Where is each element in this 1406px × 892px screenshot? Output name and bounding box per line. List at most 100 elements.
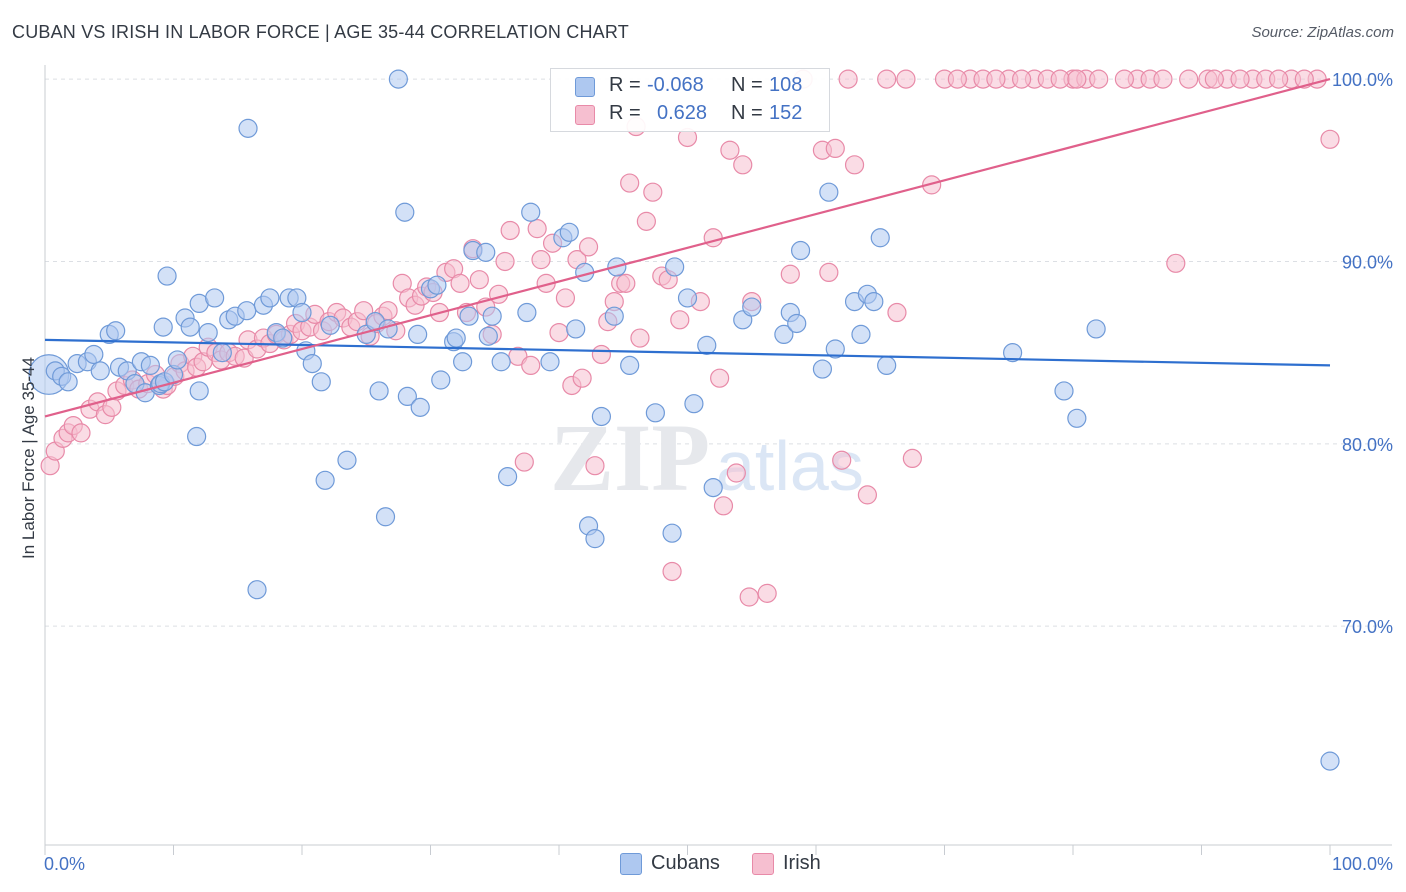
irish-point (713, 496, 734, 516)
irish-point (780, 264, 800, 284)
x-tick-label: 100.0% (1332, 854, 1393, 874)
irish-point (844, 155, 865, 175)
cubans-point (812, 359, 833, 379)
cubans-point (819, 182, 839, 202)
cubans-point (198, 322, 218, 343)
irish-point (572, 368, 592, 388)
cubans-point (478, 326, 498, 346)
cubans-point (459, 306, 479, 326)
irish-point (1011, 69, 1032, 89)
tick-labels: 70.0% 80.0% 90.0% 100.0% 0.0% 100.0% (44, 70, 1393, 874)
cubans-point (1054, 381, 1074, 401)
irish-point (620, 173, 640, 193)
cubans-point (645, 403, 665, 423)
irish-point (1268, 69, 1289, 89)
cubans-point (369, 381, 389, 401)
cubans-point (237, 301, 257, 321)
n-value: 108 (769, 74, 803, 96)
cubans-point (247, 580, 267, 600)
irish-point (896, 69, 916, 89)
cubans-point (476, 242, 496, 262)
cubans-point (790, 240, 811, 261)
irish-point (986, 69, 1006, 89)
irish-point (739, 587, 759, 607)
cubans-point (1086, 319, 1106, 339)
irish-point (1230, 69, 1250, 89)
irish-trend-line (44, 78, 1331, 418)
cubans-point (189, 381, 209, 401)
y-tick-label: 100.0% (1332, 70, 1393, 90)
cubans-point (620, 355, 640, 376)
irish-point (1204, 69, 1224, 89)
source-label: Source: ZipAtlas.com (1251, 24, 1394, 41)
axes (44, 65, 1392, 855)
irish-point (947, 69, 967, 89)
irish-point (710, 368, 730, 388)
cubans-point (1003, 343, 1023, 363)
irish-point (819, 262, 839, 283)
irish-point (922, 175, 942, 195)
cubans-point (427, 275, 447, 295)
cubans-point (684, 394, 704, 414)
irish-point (757, 583, 777, 603)
irish-point (521, 355, 541, 376)
cubans-point (90, 361, 110, 381)
cubans-point (851, 324, 871, 345)
series-legend: Cubans Irish (0, 850, 1406, 880)
irish-point (733, 155, 753, 175)
cubans-swatch (575, 77, 595, 97)
irish-point (1153, 69, 1173, 89)
cubans-point (408, 324, 428, 345)
cubans-point (665, 257, 685, 277)
cubans-point (106, 321, 126, 341)
irish-point (531, 250, 551, 270)
irish-point (616, 273, 636, 293)
irish-swatch (575, 105, 595, 125)
cubans-point (703, 477, 723, 498)
irish-point (877, 69, 897, 89)
cubans-point (238, 118, 258, 138)
cubans-point (591, 406, 612, 427)
irish-point (591, 344, 612, 365)
r-value: -0.068 (647, 74, 704, 96)
y-tick-label: 80.0% (1342, 435, 1393, 455)
cubans-trend-line (44, 338, 1331, 367)
cubans-point (273, 328, 293, 348)
cubans-point (410, 397, 430, 417)
irish-point (489, 284, 509, 304)
r-value: 0.628 (657, 102, 708, 124)
cubans-point (388, 69, 408, 89)
legend-row-cubans: R = -0.068 N = 108 (551, 72, 829, 100)
cubans-point (491, 352, 511, 372)
r-label: R = (609, 102, 641, 124)
cubans-point (205, 288, 225, 308)
cubans-point (697, 335, 717, 355)
irish-point (670, 310, 690, 330)
irish-point (71, 423, 91, 443)
irish-point (1114, 69, 1135, 89)
cubans-point (292, 302, 312, 323)
irish-point (1067, 69, 1087, 89)
x-tick-label: 0.0% (44, 854, 85, 874)
cubans-point (375, 507, 396, 527)
cubans-point (260, 288, 280, 308)
cubans-point (566, 319, 586, 339)
legend-row-irish: R = 0.628 N = 152 (551, 100, 829, 128)
cubans-point (540, 352, 560, 372)
irish-point (450, 273, 470, 293)
cubans-legend-swatch (620, 853, 642, 875)
cubans-point (662, 523, 682, 543)
correlation-legend: R = -0.068 N = 108 R = 0.628 N = 152 (550, 68, 830, 132)
cubans-point (302, 353, 322, 374)
irish-legend-label: Irish (783, 852, 821, 874)
cubans-point (559, 222, 579, 242)
watermark-zip: ZIP (550, 404, 710, 511)
irish-point (549, 322, 569, 343)
irish-point (857, 485, 878, 505)
y-axis-label: In Labor Force | Age 35-44 (19, 357, 38, 559)
irish-point (585, 456, 605, 476)
irish-point (662, 561, 682, 582)
irish-point (832, 450, 852, 470)
irish-point (643, 182, 663, 202)
